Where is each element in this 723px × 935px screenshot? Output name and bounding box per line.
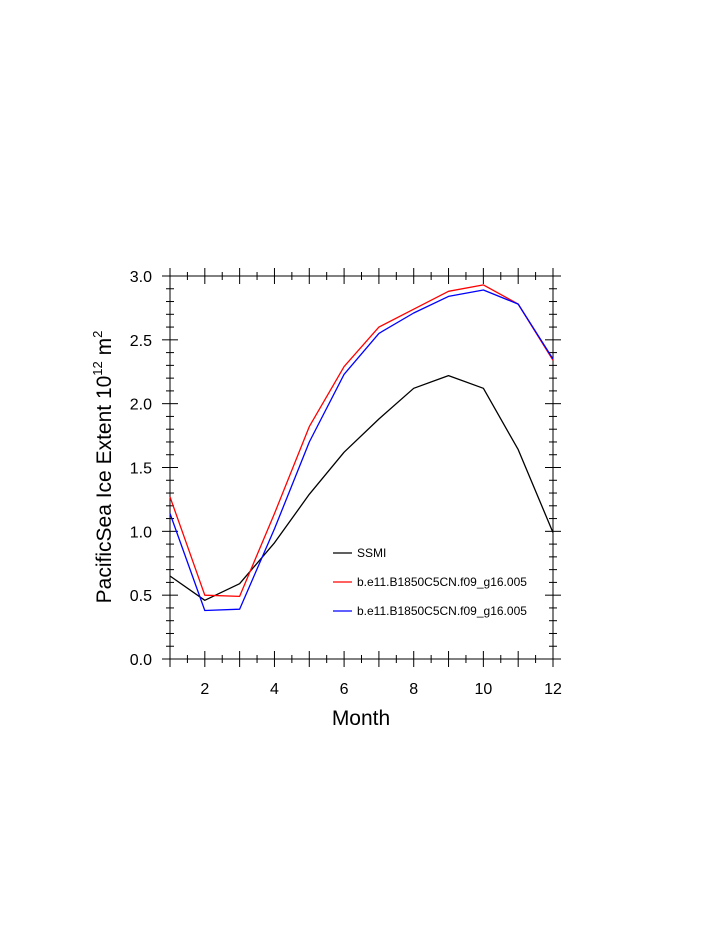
series-line-1 bbox=[169, 284, 554, 598]
series-line-2 bbox=[169, 289, 554, 612]
y-axis-title: PacificSea Ice Extent 1012 m2 bbox=[90, 331, 116, 604]
x-tick-label: 8 bbox=[409, 681, 418, 698]
y-tick-label: 2.0 bbox=[130, 397, 152, 414]
y-tick-label: 0.0 bbox=[130, 652, 152, 669]
tick-labels: 2 4 6 8 10 12 0.0 0.5 1.0 1.5 2.0 2.5 3.0 bbox=[130, 269, 562, 698]
series-lines bbox=[169, 284, 554, 612]
x-tick-label: 10 bbox=[474, 681, 492, 698]
y-tick-label: 0.5 bbox=[130, 588, 152, 605]
x-axis-title: Month bbox=[332, 707, 390, 730]
axis-ticks bbox=[162, 268, 561, 667]
legend-label: SSMI bbox=[357, 546, 386, 560]
y-tick-label: 2.5 bbox=[130, 333, 152, 350]
plot-frame bbox=[169, 275, 554, 660]
legend-label: b.e11.B1850C5CN.f09_g16.005 bbox=[357, 604, 527, 618]
y-tick-label: 1.0 bbox=[130, 524, 152, 541]
series-line-0 bbox=[169, 374, 554, 601]
x-tick-label: 6 bbox=[340, 681, 349, 698]
x-tick-label: 2 bbox=[200, 681, 209, 698]
x-tick-label: 4 bbox=[270, 681, 279, 698]
legend: SSMI b.e11.B1850C5CN.f09_g16.005 b.e11.B18… bbox=[333, 546, 527, 618]
y-tick-label: 3.0 bbox=[130, 269, 152, 286]
legend-label: b.e11.B1850C5CN.f09_g16.005 bbox=[357, 575, 527, 589]
y-tick-label: 1.5 bbox=[130, 461, 152, 478]
x-tick-label: 12 bbox=[544, 681, 562, 698]
